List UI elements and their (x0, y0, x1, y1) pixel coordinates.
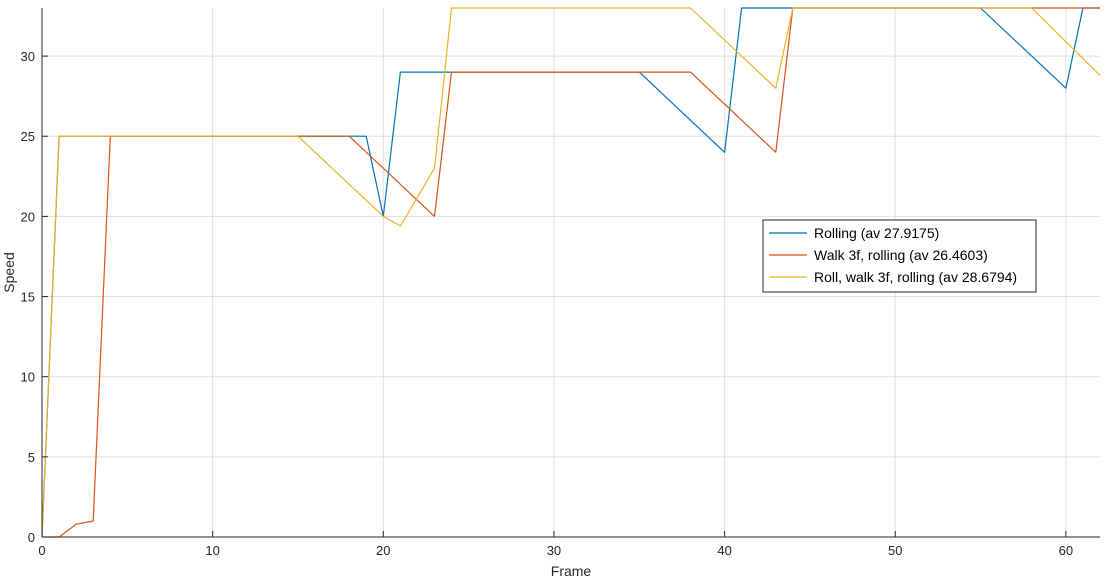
legend-entry-1: Rolling (av 27.9175) (814, 225, 939, 241)
y-tick-label: 30 (21, 49, 35, 64)
legend: Rolling (av 27.9175) Walk 3f, rolling (av… (762, 219, 1037, 293)
x-tick-label: 0 (38, 543, 45, 558)
series-lines (41, 7, 1101, 538)
y-tick-label: 20 (21, 209, 35, 224)
legend-box (762, 219, 1037, 293)
series-line-2 (42, 7, 1100, 538)
x-tick-label: 10 (205, 543, 219, 558)
y-tick-label: 15 (21, 290, 35, 305)
series-line-3 (41, 7, 1101, 538)
y-tick-label: 5 (28, 450, 35, 465)
x-tick-label: 30 (547, 543, 561, 558)
x-tick-label: 20 (376, 543, 390, 558)
y-tick-label: 0 (28, 530, 35, 545)
y-axis-label: Speed (1, 252, 17, 292)
x-tick-label: 60 (1059, 543, 1073, 558)
axes (41, 8, 1100, 538)
x-tick-label: 50 (888, 543, 902, 558)
x-axis-label: Frame (551, 563, 592, 579)
x-tick-label: 40 (717, 543, 731, 558)
y-tick-label: 25 (21, 129, 35, 144)
legend-entry-3: Roll, walk 3f, rolling (av 28.6794) (814, 269, 1017, 285)
y-tick-label: 10 (21, 370, 35, 385)
legend-entry-2: Walk 3f, rolling (av 26.4603) (814, 247, 988, 263)
tick-labels: 0 10 20 30 40 50 60 0 5 10 15 20 25 30 (21, 49, 1074, 558)
